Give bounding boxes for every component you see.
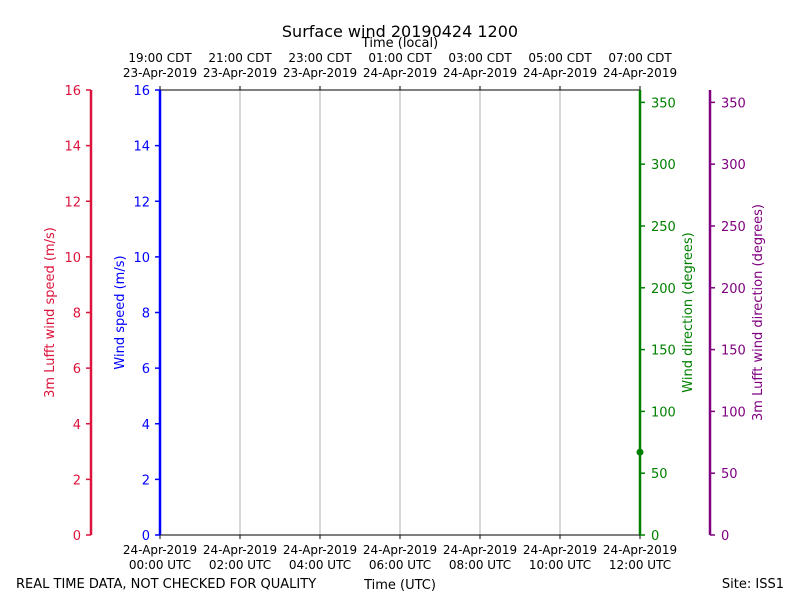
lufft-direction-axis-tick-label: 0 (721, 529, 729, 544)
x-tick-label-utc-time: 08:00 UTC (449, 558, 511, 572)
lufft-speed-axis-tick-label: 8 (73, 307, 81, 322)
x-tick-label-local-date: 23-Apr-2019 (123, 66, 197, 80)
lufft-direction-axis-tick-label: 150 (721, 344, 746, 359)
data-marks (636, 448, 644, 456)
lufft-direction-axis-tick-label: 200 (721, 282, 746, 297)
lufft-speed-axis-tick-label: 16 (64, 84, 81, 99)
x-tick-label-utc-time: 02:00 UTC (209, 558, 271, 572)
x-tick-label-utc-date: 24-Apr-2019 (523, 543, 597, 557)
x-tick-label-local-time: 01:00 CDT (368, 51, 432, 65)
lufft-speed-axis-tick-label: 6 (73, 362, 81, 377)
wind-direction-point (636, 448, 644, 456)
site-label: Site: ISS1 (722, 577, 784, 592)
x-tick-label-local-time: 07:00 CDT (608, 51, 672, 65)
grid-lines (239, 90, 561, 535)
lufft-speed-axis-tick-label: 0 (73, 529, 81, 544)
y-axes: 0 2 4 6 8 10 12 14 16 3m Lufft wind speed (m/s) 0 2… (43, 84, 766, 544)
x-tick-label-utc-date: 24-Apr-2019 (123, 543, 197, 557)
x-tick-label-local-date: 24-Apr-2019 (603, 66, 677, 80)
speed-axis-tick-label: 16 (133, 84, 150, 99)
speed-axis-tick-label: 8 (142, 307, 150, 322)
x-tick-label-local-date: 24-Apr-2019 (443, 66, 517, 80)
direction-axis-tick-label: 50 (651, 467, 668, 482)
x-tick-label-local-time: 23:00 CDT (288, 51, 352, 65)
x-tick-label-local-date: 24-Apr-2019 (363, 66, 437, 80)
lufft-direction-axis-label: 3m Lufft wind direction (degrees) (751, 204, 766, 421)
direction-axis-tick-label: 200 (651, 282, 676, 297)
lufft-speed-axis-tick-label: 14 (64, 140, 81, 155)
top-x-axis-label: Time (local) (361, 36, 438, 51)
x-tick-label-local-time: 05:00 CDT (528, 51, 592, 65)
x-tick-label-utc-date: 24-Apr-2019 (443, 543, 517, 557)
x-tick-label-utc-date: 24-Apr-2019 (363, 543, 437, 557)
lufft-direction-axis-tick-label: 50 (721, 467, 738, 482)
x-tick-label-utc-date: 24-Apr-2019 (603, 543, 677, 557)
x-tick-label-local-time: 19:00 CDT (128, 51, 192, 65)
lufft-speed-axis-tick-label: 10 (64, 251, 81, 266)
lufft-direction-axis-tick-label: 300 (721, 158, 746, 173)
bottom-x-axis-label: Time (UTC) (363, 578, 436, 593)
lufft-direction-axis-tick-label: 100 (721, 405, 746, 420)
direction-axis-tick-label: 300 (651, 158, 676, 173)
lufft-speed-axis-tick-label: 4 (73, 418, 81, 433)
speed-axis-tick-label: 2 (142, 473, 150, 488)
speed-axis-label: Wind speed (m/s) (113, 255, 128, 369)
x-tick-label-local-date: 23-Apr-2019 (283, 66, 357, 80)
quality-disclaimer: REAL TIME DATA, NOT CHECKED FOR QUALITY (16, 577, 316, 592)
direction-axis-tick-label: 0 (651, 529, 659, 544)
x-tick-label-local-time: 03:00 CDT (448, 51, 512, 65)
x-tick-label-local-date: 24-Apr-2019 (523, 66, 597, 80)
lufft-speed-axis-tick-label: 2 (73, 473, 81, 488)
speed-axis-tick-label: 12 (133, 195, 150, 210)
lufft-speed-axis-tick-label: 12 (64, 195, 81, 210)
lufft-speed-axis-label: 3m Lufft wind speed (m/s) (43, 227, 58, 398)
x-tick-label-utc-time: 10:00 UTC (529, 558, 591, 572)
x-tick-label-utc-time: 06:00 UTC (369, 558, 431, 572)
x-tick-label-utc-time: 04:00 UTC (289, 558, 351, 572)
x-tick-label-local-time: 21:00 CDT (208, 51, 272, 65)
speed-axis-tick-label: 4 (142, 418, 150, 433)
direction-axis-tick-label: 350 (651, 96, 676, 111)
x-tick-label-utc-date: 24-Apr-2019 (283, 543, 357, 557)
speed-axis-tick-label: 0 (142, 529, 150, 544)
speed-axis-tick-label: 10 (133, 251, 150, 266)
direction-axis-tick-label: 100 (651, 405, 676, 420)
speed-axis-tick-label: 6 (142, 362, 150, 377)
x-tick-label-utc-time: 00:00 UTC (129, 558, 191, 572)
direction-axis-tick-label: 250 (651, 220, 676, 235)
lufft-direction-axis-tick-label: 250 (721, 220, 746, 235)
x-tick-label-utc-time: 12:00 UTC (609, 558, 671, 572)
x-tick-label-local-date: 23-Apr-2019 (203, 66, 277, 80)
chart-title: Surface wind 20190424 1200 (282, 22, 518, 41)
direction-axis-tick-label: 150 (651, 344, 676, 359)
direction-axis-label: Wind direction (degrees) (681, 232, 696, 392)
x-tick-label-utc-date: 24-Apr-2019 (203, 543, 277, 557)
lufft-direction-axis-tick-label: 350 (721, 96, 746, 111)
speed-axis-tick-label: 14 (133, 140, 150, 155)
